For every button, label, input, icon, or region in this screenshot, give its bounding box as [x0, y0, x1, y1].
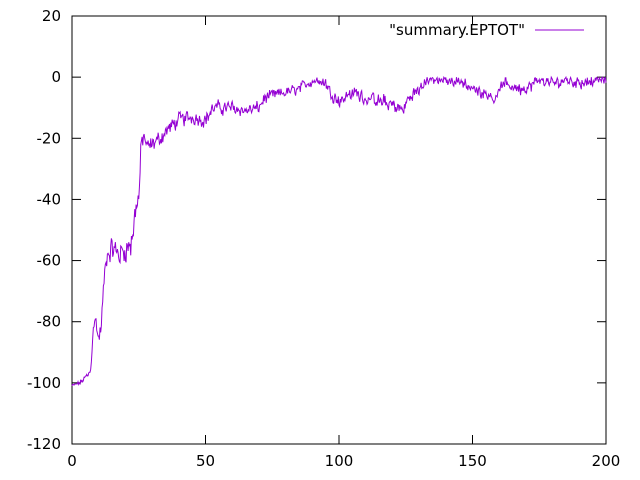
- y-tick-label: -40: [37, 190, 62, 208]
- x-tick-label: 0: [67, 452, 77, 470]
- legend-label: "summary.EPTOT": [389, 21, 525, 39]
- y-tick-label: -80: [37, 313, 62, 331]
- y-tick-label: 20: [42, 7, 61, 25]
- x-tick-label: 100: [325, 452, 354, 470]
- y-tick-label: -60: [37, 252, 62, 270]
- plot-border: [71, 15, 607, 445]
- y-tick-label: -20: [37, 129, 62, 147]
- series-layer: [71, 75, 607, 387]
- series-line: [71, 75, 607, 387]
- legend: "summary.EPTOT": [389, 21, 584, 39]
- y-axis: -120 -100 -80 -60 -40 -20 0 20: [27, 7, 606, 453]
- x-tick-label: 150: [458, 452, 487, 470]
- y-tick-label: 0: [51, 68, 61, 86]
- x-axis: 0 50 100 150 200: [67, 16, 620, 470]
- x-tick-label: 200: [592, 452, 621, 470]
- y-tick-label: -100: [27, 374, 61, 392]
- plot-frame: [71, 15, 607, 445]
- y-tick-label: -120: [27, 435, 61, 453]
- x-tick-label: 50: [196, 452, 215, 470]
